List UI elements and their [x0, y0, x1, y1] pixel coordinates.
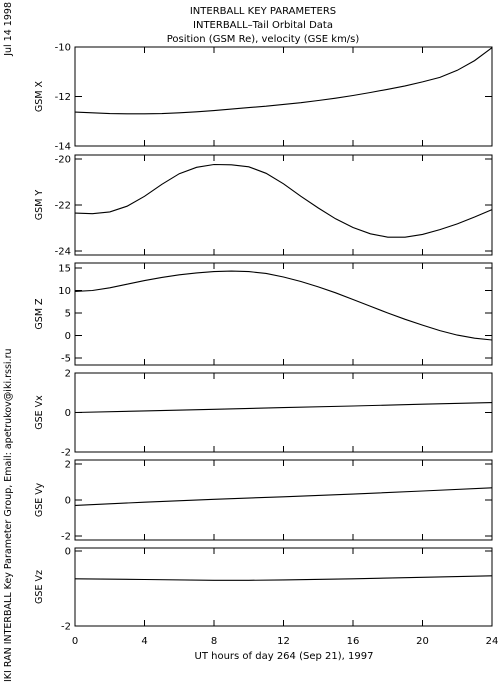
y-axis-label: GSM Z: [34, 298, 45, 330]
y-tick-label: -22: [55, 201, 71, 212]
y-tick-label: -2: [61, 448, 71, 459]
x-tick-label: 20: [416, 636, 429, 647]
y-tick-label: -5: [61, 354, 71, 365]
y-tick-label: -20: [55, 155, 71, 166]
series-line-gsm-y: [74, 163, 493, 238]
y-tick-label: -24: [55, 247, 71, 258]
series-line-gse-vz: [74, 575, 493, 581]
side-credit: IKI RAN INTERBALL Key Parameter Group, E…: [3, 349, 14, 683]
y-tick-label: 10: [58, 286, 71, 297]
panel-2: -24 -22 -20 GSM Y: [34, 154, 493, 258]
panel-1: -14 -12 -10 GSM X: [34, 43, 493, 153]
y-tick-label: -10: [55, 43, 71, 54]
panel-frame: [74, 547, 493, 627]
panel-frame: [74, 154, 493, 256]
x-tick-label: 8: [211, 636, 217, 647]
y-tick-label: -12: [55, 92, 71, 103]
y-tick-label: -2: [61, 532, 71, 543]
series-line-gse-vx: [74, 402, 493, 414]
y-tick-label: 2: [65, 460, 71, 471]
y-axis-label: GSE Vz: [34, 570, 45, 604]
x-tick-label: 4: [141, 636, 147, 647]
panel-3: -5 0 5 10 15 GSM Z: [34, 262, 493, 366]
panel-6: -2 0 GSE Vz: [34, 547, 493, 633]
series-line-gsm-z: [74, 270, 493, 341]
x-axis: 0 4 8 12 16 20 24: [72, 636, 499, 647]
series-line-gsm-x: [74, 47, 493, 115]
y-axis-label: GSM Y: [34, 190, 45, 221]
panel-4: -2 0 2 GSE Vx: [34, 369, 493, 459]
y-tick-label: 5: [65, 309, 71, 320]
y-tick-label: 0: [65, 496, 71, 507]
y-tick-label: -2: [61, 622, 71, 633]
x-tick-label: 0: [72, 636, 78, 647]
panel-frame: [74, 262, 493, 366]
header-description: Position (GSM Re), velocity (GSE km/s): [167, 34, 360, 45]
panel-frame: [74, 46, 493, 147]
y-tick-label: 0: [65, 331, 71, 342]
y-axis-label: GSM X: [34, 80, 45, 112]
y-axis-label: GSE Vy: [34, 482, 45, 517]
panel-frame: [74, 459, 493, 541]
y-tick-label: -14: [55, 142, 71, 153]
header-title: INTERBALL KEY PARAMETERS: [190, 6, 336, 17]
y-tick-label: 0: [65, 408, 71, 419]
y-tick-label: 2: [65, 369, 71, 380]
series-line-gse-vy: [74, 487, 493, 506]
panel-5: -2 0 2 GSE Vy: [34, 459, 493, 543]
y-axis-label: GSE Vx: [34, 395, 45, 430]
header-subtitle: INTERBALL–Tail Orbital Data: [193, 20, 333, 31]
side-date: Jul 14 1998: [3, 2, 14, 57]
x-tick-label: 24: [486, 636, 499, 647]
y-tick-label: 15: [58, 264, 71, 275]
x-tick-label: 16: [347, 636, 360, 647]
x-tick-label: 12: [277, 636, 290, 647]
x-axis-label: UT hours of day 264 (Sep 21), 1997: [195, 651, 374, 662]
y-tick-label: 0: [65, 547, 71, 558]
panel-frame: [74, 372, 493, 453]
